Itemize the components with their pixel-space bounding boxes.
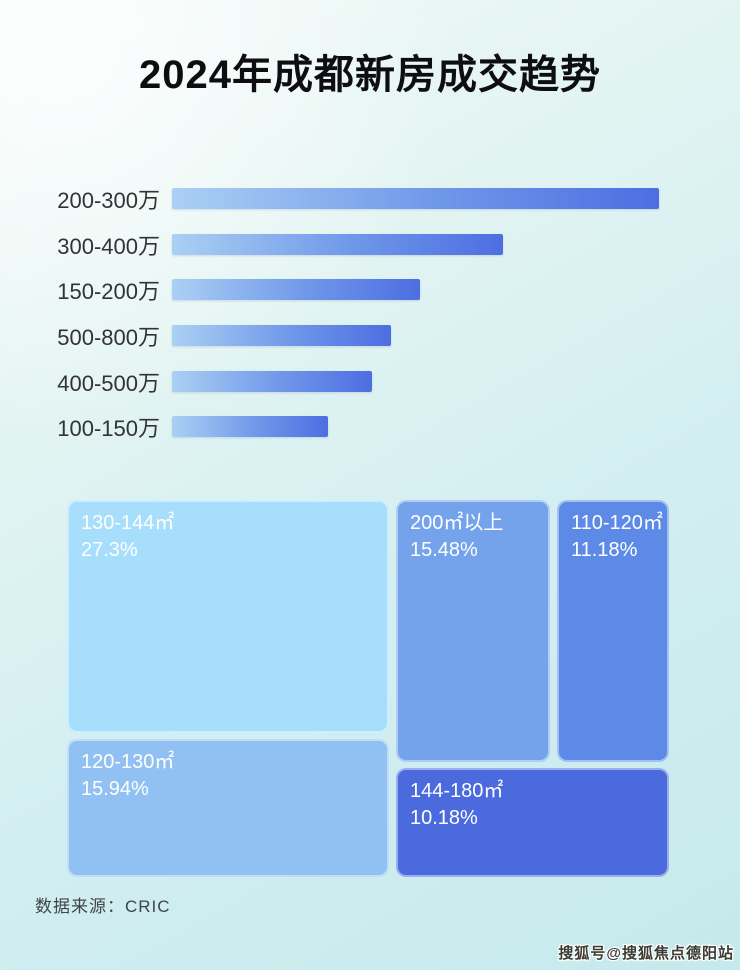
tile-area-range-label: 130-144㎡ <box>81 512 175 534</box>
bar-row: 150-200万 <box>0 276 420 304</box>
tile-percentage-value: 11.18% <box>571 539 638 561</box>
treemap-tile: 110-120㎡ 11.18% <box>557 500 669 762</box>
bar-row: 200-300万 <box>0 185 659 213</box>
bar-category-label: 300-400万 <box>57 233 160 259</box>
area-range-treemap: 130-144㎡ 27.3% 120-130㎡ 15.94% 200㎡以上 15.48% 1… <box>67 500 670 877</box>
bar-row: 100-150万 <box>0 413 328 441</box>
treemap-tile: 200㎡以上 15.48% <box>396 500 550 762</box>
tile-percentage-value: 15.94% <box>81 778 149 800</box>
bar-category-label: 400-500万 <box>57 370 160 396</box>
treemap-tile: 144-180㎡ 10.18% <box>396 768 669 877</box>
tile-area-range-label: 144-180㎡ <box>410 780 504 802</box>
bar <box>172 188 659 209</box>
treemap-tile: 120-130㎡ 15.94% <box>67 739 389 877</box>
bar <box>172 279 420 300</box>
bar <box>172 416 328 437</box>
tile-percentage-value: 10.18% <box>410 807 478 829</box>
watermark-text: 搜狐号@搜狐焦点德阳站 <box>558 945 734 962</box>
bar-category-label: 100-150万 <box>57 415 160 441</box>
bar-category-label: 200-300万 <box>57 187 160 213</box>
bar-row: 500-800万 <box>0 322 391 350</box>
bar-row: 300-400万 <box>0 231 503 259</box>
bar-category-label: 150-200万 <box>57 278 160 304</box>
bar <box>172 325 391 346</box>
treemap-tile: 130-144㎡ 27.3% <box>67 500 389 733</box>
tile-percentage-value: 15.48% <box>410 539 478 561</box>
bar-row: 400-500万 <box>0 368 372 396</box>
bar <box>172 371 372 392</box>
page-title: 2024年成都新房成交趋势 <box>139 53 601 97</box>
tile-percentage-value: 27.3% <box>81 539 138 561</box>
tile-area-range-label: 200㎡以上 <box>410 512 504 534</box>
data-source-label: 数据来源：CRIC <box>35 897 171 916</box>
bar <box>172 234 503 255</box>
tile-area-range-label: 110-120㎡ <box>571 512 663 534</box>
bar-category-label: 500-800万 <box>57 324 160 350</box>
tile-area-range-label: 120-130㎡ <box>81 751 175 773</box>
